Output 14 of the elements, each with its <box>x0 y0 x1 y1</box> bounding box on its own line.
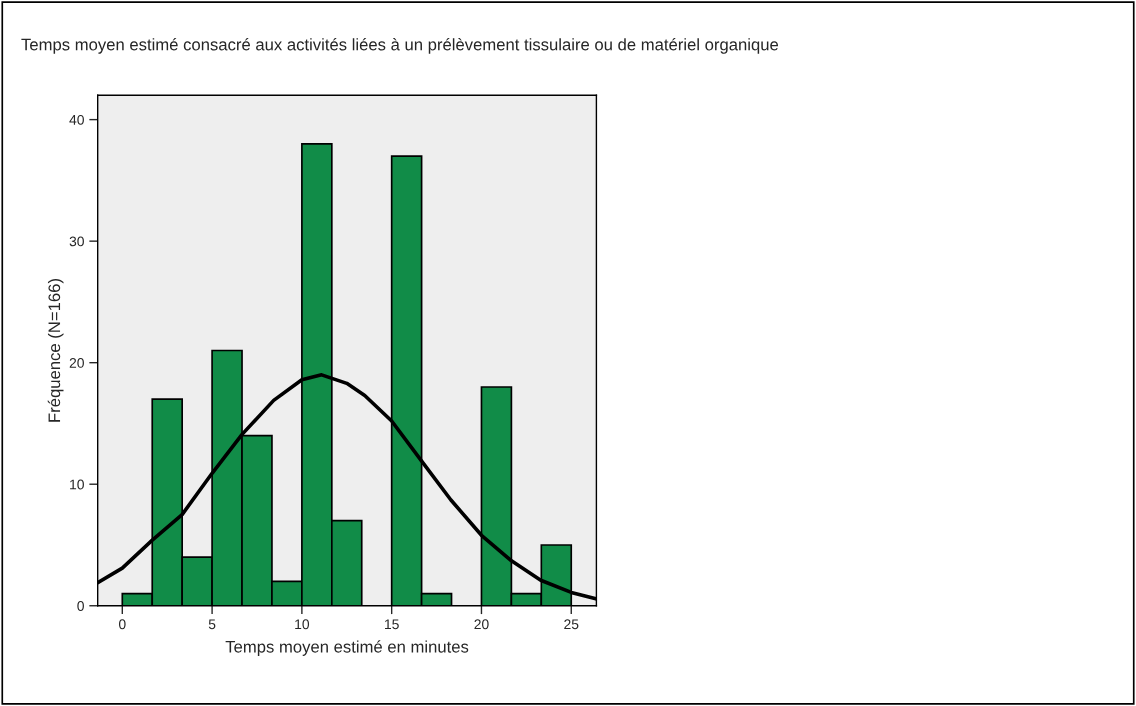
y-tick-label: 40 <box>69 114 84 125</box>
chart-title: Temps moyen estimé consacré aux activités liées à un prélèvement tissulaire ou de matériel organique <box>21 38 779 54</box>
y-tick-label: 20 <box>69 358 84 368</box>
y-tick-label: 0 <box>77 601 84 611</box>
x-axis-title: Temps moyen estimé en minutes <box>225 640 469 656</box>
x-tick-label: 20 <box>474 619 489 630</box>
x-tick-label: 25 <box>564 619 579 630</box>
x-tick-label: 10 <box>295 619 310 630</box>
x-tick-label: 0 <box>118 619 126 630</box>
y-tick-label: 30 <box>69 236 84 247</box>
y-axis-title: Fréquence (N=166) <box>47 279 64 422</box>
y-tick-label: 10 <box>70 479 84 490</box>
x-tick-label: 15 <box>385 619 399 630</box>
x-tick-label: 5 <box>208 619 216 630</box>
